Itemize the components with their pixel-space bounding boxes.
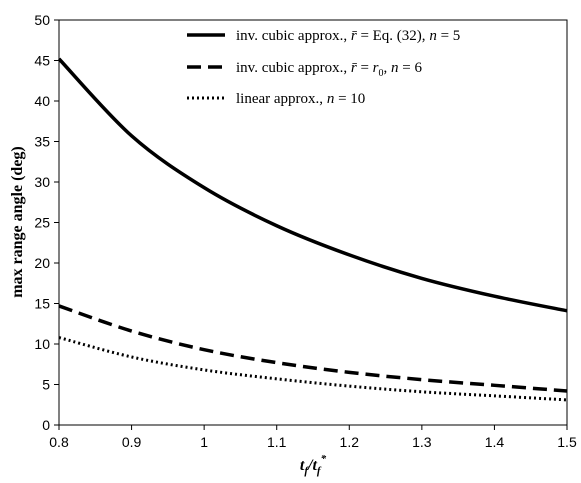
y-tick-label: 5 (42, 377, 50, 393)
y-axis: 0 5 10 15 20 25 30 35 40 45 50 (34, 12, 59, 433)
y-tick-label: 35 (34, 134, 50, 150)
legend-label-2: inv. cubic approx., r̄ = r0, n = 6 (236, 60, 422, 79)
y-tick-label: 0 (42, 417, 50, 433)
y-tick-label: 50 (34, 12, 50, 28)
y-axis-title: max range angle (deg) (9, 146, 26, 298)
series-line-1 (57, 57, 568, 313)
legend-entry-1: inv. cubic approx., r̄ = Eq. (32), n = 5 (187, 28, 460, 44)
series-layer (57, 57, 568, 402)
x-axis-title: tf/tf* (300, 453, 327, 477)
legend-entry-3: linear approx., n = 10 (187, 91, 365, 107)
y-tick-label: 25 (34, 215, 50, 231)
x-tick-label: 0.8 (49, 434, 69, 450)
legend-label-3: linear approx., n = 10 (236, 91, 365, 107)
x-tick-label: 1.5 (557, 434, 577, 450)
plot-area-frame (58, 19, 568, 426)
legend: inv. cubic approx., r̄ = Eq. (32), n = 5… (187, 28, 460, 107)
x-tick-label: 1.2 (340, 434, 360, 450)
legend-entry-2: inv. cubic approx., r̄ = r0, n = 6 (187, 60, 422, 79)
x-tick-label: 1.1 (267, 434, 287, 450)
x-tick-label: 1.3 (412, 434, 432, 450)
x-tick-label: 1.4 (485, 434, 505, 450)
x-axis: 0.8 0.9 1 1.1 1.2 1.3 1.4 1.5 (49, 425, 577, 450)
series-line-2 (58, 304, 568, 393)
y-tick-label: 15 (34, 296, 50, 312)
y-tick-label: 10 (34, 336, 50, 352)
x-tick-label: 1 (200, 434, 208, 450)
legend-label-1: inv. cubic approx., r̄ = Eq. (32), n = 5 (236, 28, 460, 44)
y-tick-label: 30 (34, 174, 50, 190)
series-line-3 (58, 336, 568, 402)
y-tick-label: 20 (34, 255, 50, 271)
y-tick-label: 45 (34, 53, 50, 69)
x-tick-label: 0.9 (122, 434, 142, 450)
y-tick-label: 40 (34, 93, 50, 109)
